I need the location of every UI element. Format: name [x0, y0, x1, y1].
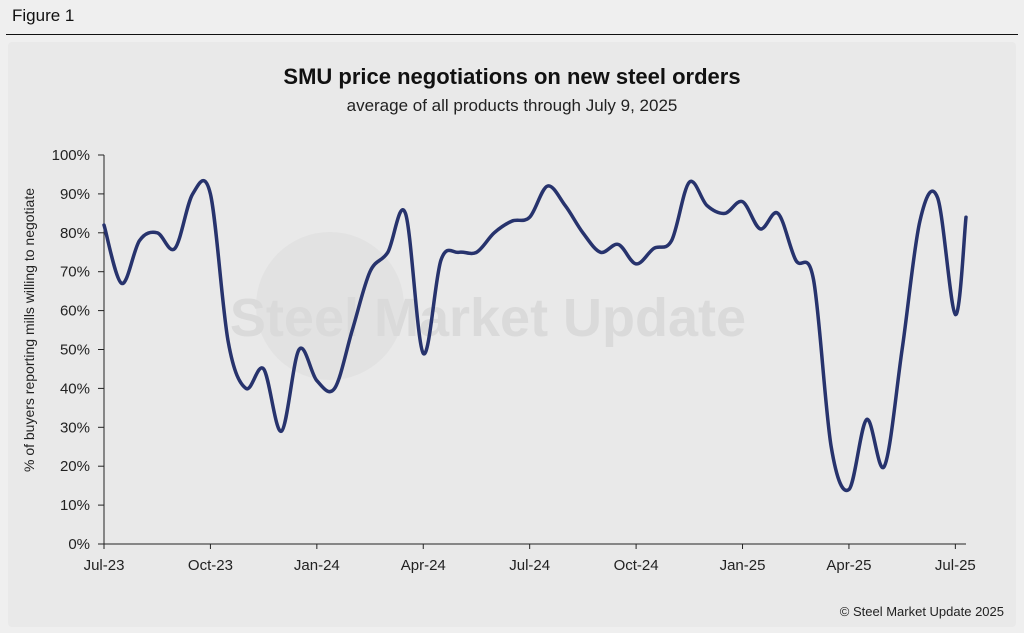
y-tick-label: 10% [60, 497, 90, 514]
x-tick-label: Jan-25 [720, 557, 766, 574]
figure-divider [6, 34, 1018, 35]
x-tick-label: Apr-24 [401, 557, 446, 574]
y-tick-label: 20% [60, 458, 90, 475]
x-tick-label: Jul-23 [84, 557, 125, 574]
y-tick-label: 80% [60, 225, 90, 242]
y-tick-label: 70% [60, 264, 90, 281]
y-tick-label: 40% [60, 380, 90, 397]
y-tick-label: 30% [60, 419, 90, 436]
chart-panel [8, 42, 1016, 627]
series-line [102, 178, 968, 493]
watermark-text: Steel Market Update [230, 288, 746, 348]
y-axis-label: % of buyers reporting mills willing to n… [21, 188, 37, 472]
watermark: Steel Market Update [230, 232, 746, 380]
copyright-text: © Steel Market Update 2025 [840, 604, 1004, 619]
x-axis: Jul-23 Oct-23 Jan-24 Apr-24 Jul-24 Oct-24 Jan-… [84, 543, 976, 574]
y-tick-label: 90% [60, 186, 90, 203]
y-tick-label: 50% [60, 342, 90, 359]
y-tick-label: 100% [52, 147, 90, 164]
chart-title: SMU price negotiations on new steel orde… [283, 64, 740, 89]
series-group [102, 178, 968, 493]
chart-subtitle: average of all products through July 9, … [347, 96, 678, 115]
x-tick-label: Oct-24 [614, 557, 659, 574]
x-tick-label: Oct-23 [188, 557, 233, 574]
watermark-logo-icon [256, 232, 404, 380]
y-tick-label: 0% [68, 536, 90, 553]
x-tick-label: Jul-24 [509, 557, 550, 574]
y-tick-label: 60% [60, 303, 90, 320]
y-axis: 0% 10% 20% 30% 40% 50% 60% 70% 80% 90% 100% [52, 147, 105, 553]
x-tick-label: Jul-25 [935, 557, 976, 574]
x-tick-label: Jan-24 [294, 557, 340, 574]
figure-label: Figure 1 [12, 6, 75, 25]
x-tick-label: Apr-25 [826, 557, 871, 574]
